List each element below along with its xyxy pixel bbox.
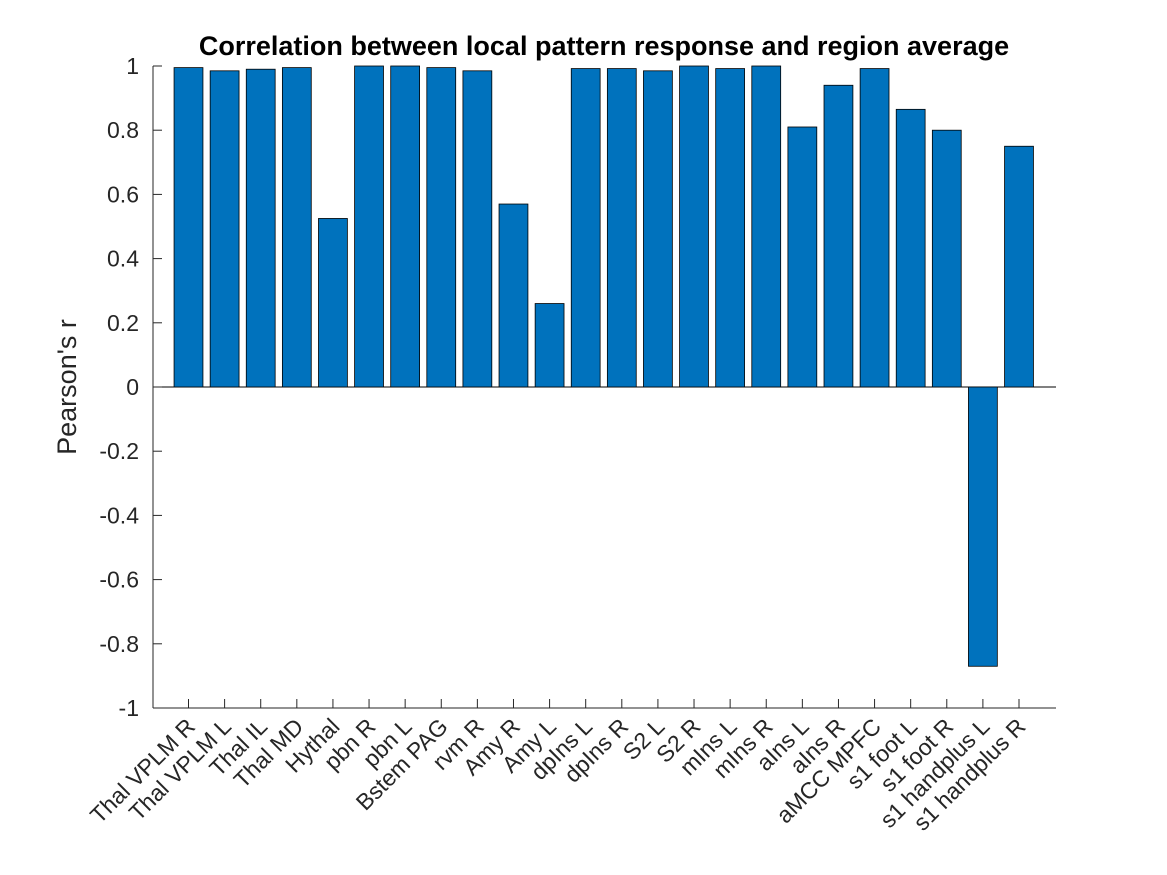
bar <box>209 70 240 388</box>
y-tick-label: 0.6 <box>107 181 139 207</box>
bar <box>390 65 420 388</box>
y-tick-label: 0.4 <box>107 246 139 272</box>
bar <box>751 65 782 388</box>
bar <box>570 68 601 388</box>
y-tick-label: 0.2 <box>107 310 139 336</box>
bar <box>679 65 709 388</box>
bar <box>787 126 818 388</box>
bar <box>968 386 998 667</box>
bar <box>281 67 312 388</box>
bar <box>1004 145 1034 388</box>
bar <box>318 218 348 388</box>
bar <box>462 70 493 388</box>
y-tick-label: -0.6 <box>99 567 139 593</box>
bar <box>498 203 529 388</box>
bar <box>823 84 854 388</box>
chart-title: Correlation between local pattern respon… <box>199 31 1009 61</box>
bar <box>931 129 962 388</box>
bar <box>173 67 204 388</box>
bar <box>245 68 276 388</box>
y-tick-label: 1 <box>126 53 139 79</box>
bar <box>859 68 890 388</box>
y-tick-label: -1 <box>119 695 139 721</box>
bar <box>354 65 384 388</box>
bar <box>715 68 745 388</box>
bar <box>534 303 565 388</box>
y-axis-label: Pearson's r <box>52 319 82 455</box>
bar <box>606 68 637 388</box>
y-tick-label: -0.2 <box>99 438 139 464</box>
bar <box>426 67 457 388</box>
y-ticks-group: -1 -0.8 -0.6 -0.4 -0.2 0 0.2 0.4 0.6 0.8 1 <box>99 53 162 721</box>
bar <box>895 108 926 388</box>
bar <box>643 70 673 388</box>
y-tick-label: 0.8 <box>107 117 139 143</box>
y-tick-label: -0.8 <box>99 631 139 657</box>
y-tick-label: -0.4 <box>99 502 139 528</box>
y-tick-label: 0 <box>126 374 139 400</box>
bars-group <box>173 65 1034 667</box>
